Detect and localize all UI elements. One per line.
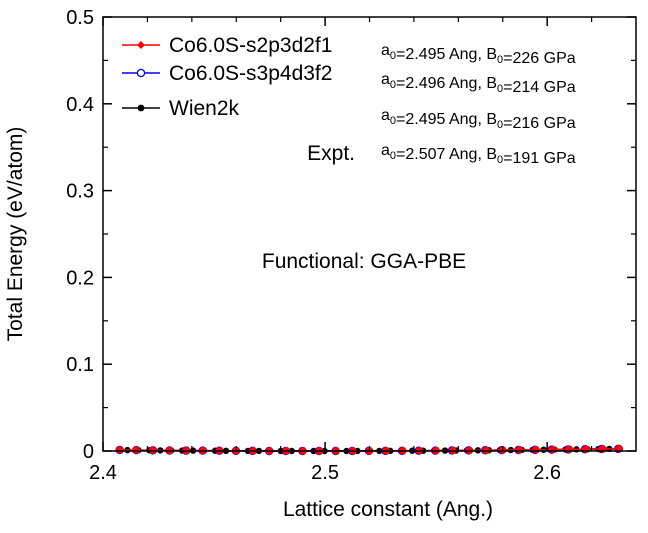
y-tick-label: 0.4	[66, 94, 94, 116]
data-point	[515, 446, 524, 454]
y-tick-label: 0	[83, 441, 94, 463]
x-tick-label: 2.6	[533, 462, 561, 484]
parameter-annotation: a0=2.507 Ang, B0=191 GPa	[381, 142, 576, 167]
data-point	[132, 446, 141, 454]
parameter-annotation: a0=2.495 Ang, B0=216 GPa	[381, 107, 576, 132]
y-axis-title: Total Energy (eV/atom)	[4, 127, 27, 342]
expt-label: Expt.	[307, 142, 355, 165]
annotations: a0=2.495 Ang, B0=226 GPa a0=2.496 Ang, B0…	[307, 42, 576, 167]
x-tick-label: 2.4	[89, 462, 117, 484]
y-tick-label: 0.1	[66, 354, 94, 376]
parameter-annotation: a0=2.496 Ang, B0=214 GPa	[381, 71, 576, 96]
data-point	[115, 446, 124, 454]
legend-label: Wien2k	[169, 97, 240, 120]
x-axis-title: Lattice constant (Ang.)	[283, 498, 493, 521]
parameter-annotation: a0=2.495 Ang, B0=226 GPa	[381, 42, 576, 67]
x-tick-label: 2.5	[311, 462, 339, 484]
legend-entry: Co6.0S-s2p3d2f1	[122, 34, 332, 57]
y-tick-label: 0.3	[66, 181, 94, 203]
y-tick-label: 0.5	[66, 7, 94, 29]
legend-entry: Co6.0S-s3p4d3f2	[122, 62, 332, 85]
functional-label: Functional: GGA-PBE	[262, 250, 466, 273]
legend: Co6.0S-s2p3d2f1 Co6.0S-s3p4d3f2 Wien2k	[122, 34, 332, 120]
legend-marker	[136, 68, 146, 78]
legend-label: Co6.0S-s2p3d2f1	[169, 34, 332, 57]
legend-entry: Wien2k	[122, 97, 240, 120]
data-point	[548, 445, 557, 454]
data-point	[532, 445, 540, 454]
axis-ticks: 2.4 2.5 2.6 0 0.1 0.2 0.3 0.4 0.5	[66, 7, 636, 484]
legend-label: Co6.0S-s3p4d3f2	[169, 62, 332, 85]
data-point	[565, 445, 574, 454]
y-tick-label: 0.2	[66, 267, 94, 289]
legend-marker	[137, 104, 145, 112]
legend-marker	[137, 41, 145, 49]
data-point	[482, 446, 490, 455]
